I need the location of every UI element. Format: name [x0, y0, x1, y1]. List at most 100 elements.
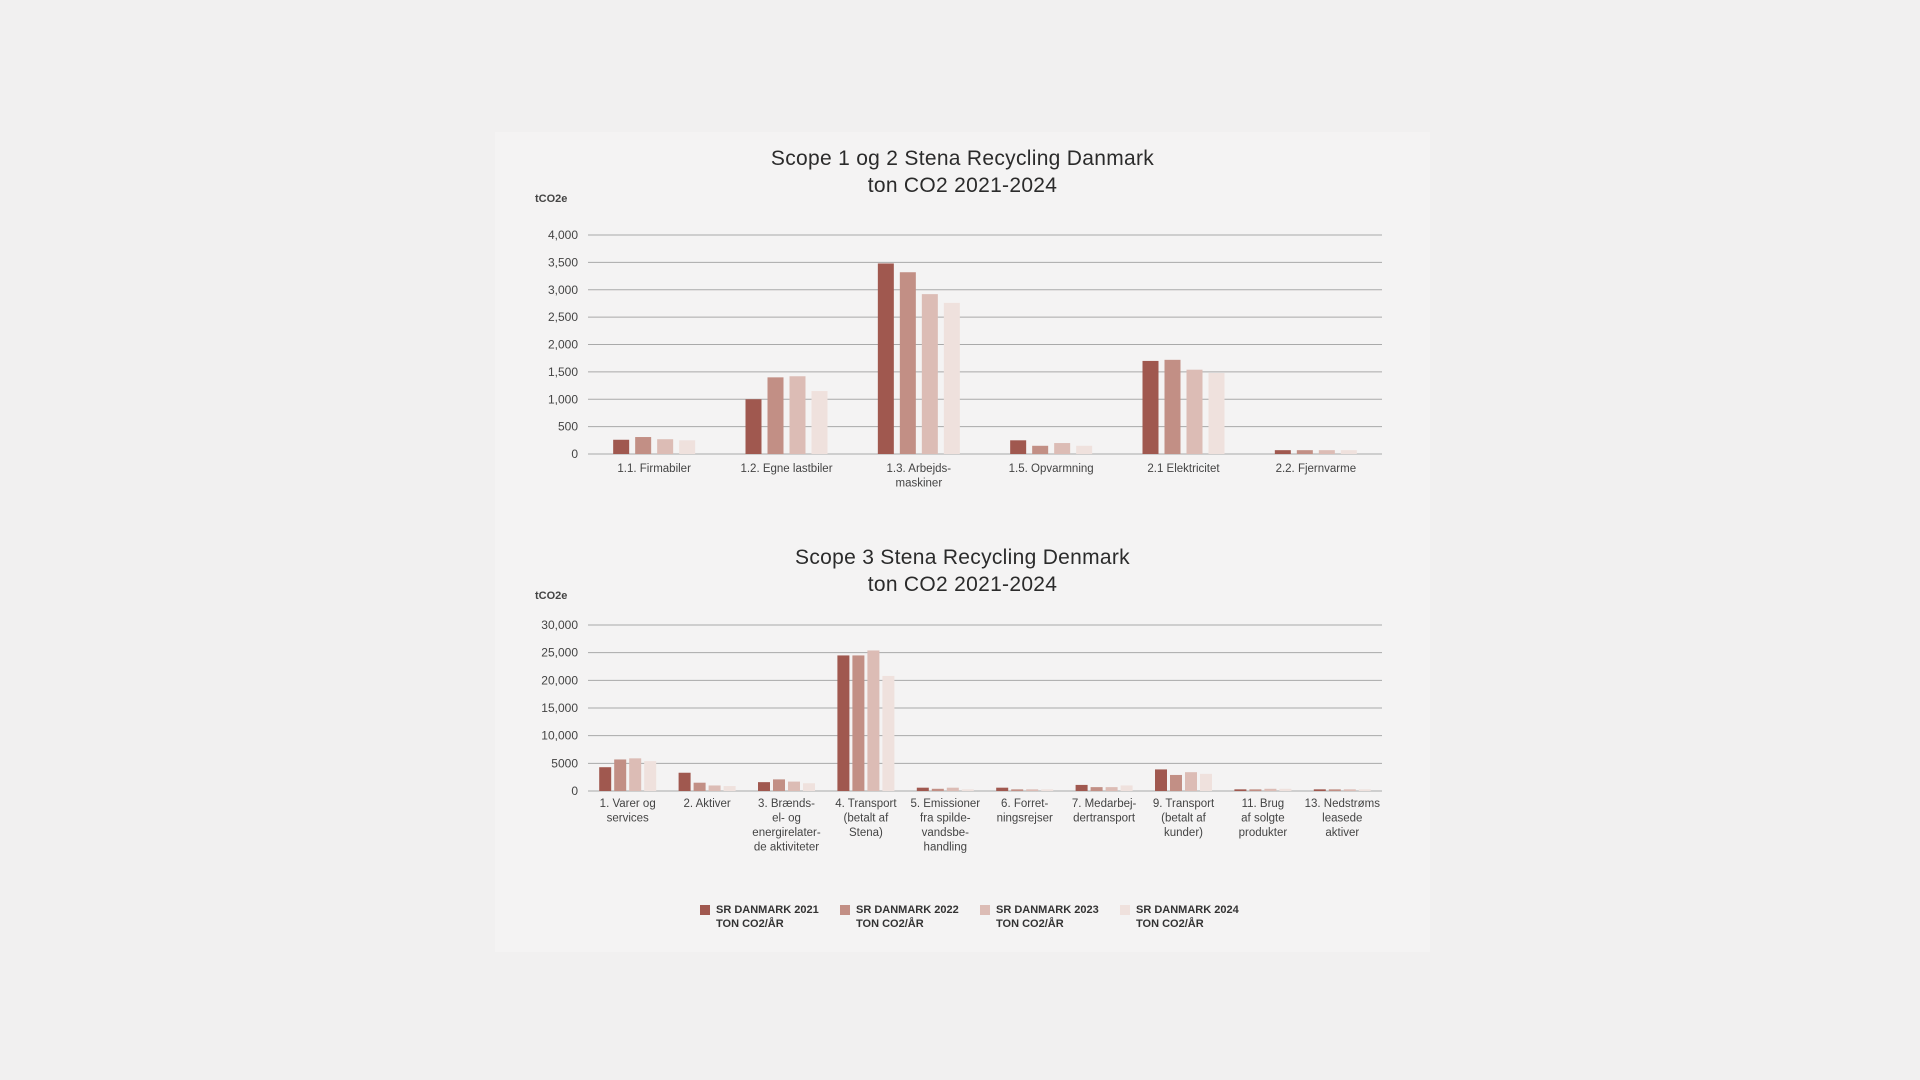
legend-swatch-2021 — [700, 905, 710, 915]
scope3-x-tick-label: 7. Medarbej-dertransport — [1072, 798, 1137, 825]
scope3-y-tick-label: 0 — [571, 784, 578, 798]
scope12-bar: SR DANMARK 2024 TON CO2/ÅR: 2760 — [943, 302, 960, 454]
legend-unit-2024: TON CO2/ÅR — [1136, 918, 1204, 930]
scope12-title-line1: Scope 1 og 2 Stena Recycling Danmark — [770, 147, 1155, 170]
scope3-x-tick-label: 6. Forret-ningsrejser — [997, 798, 1053, 825]
scope12-bar: SR DANMARK 2022 TON CO2/ÅR: 70 — [1296, 450, 1313, 454]
scope3-bar: SR DANMARK 2023 TON CO2/ÅR: 25400 — [867, 650, 880, 791]
scope3-bar: SR DANMARK 2024 TON CO2/ÅR: 300 — [1358, 789, 1371, 791]
scope12-x-tick-label: 1.3. Arbejds-maskiner — [887, 463, 952, 490]
scope3-bar: SR DANMARK 2023 TON CO2/ÅR: 600 — [946, 787, 959, 791]
scope12-bar: SR DANMARK 2021 TON CO2/ÅR: 260 — [613, 439, 630, 454]
scope12-y-axis-label: tCO2e — [535, 193, 567, 205]
scope12-x-tick-label: 2.2. Fjernvarme — [1276, 463, 1357, 475]
scope3-x-tick-label: 1. Varer og services — [600, 798, 656, 825]
scope12-x-tick-label: 1.1. Firmabiler — [617, 463, 691, 475]
scope12-y-tick-label: 0 — [571, 447, 578, 461]
scope12-chart-title: Scope 1 og 2 Stena Recycling Danmark ton… — [495, 145, 1430, 199]
scope3-y-tick-label: 20,000 — [541, 673, 578, 687]
legend-swatch-2023 — [980, 905, 990, 915]
scope12-y-tick-label: 4,000 — [548, 228, 578, 242]
scope12-bar: SR DANMARK 2022 TON CO2/ÅR: 150 — [1032, 445, 1049, 454]
scope3-bar: SR DANMARK 2021 TON CO2/ÅR: 24500 — [837, 655, 850, 791]
scope12-y-tick-label: 1,500 — [548, 365, 578, 379]
scope12-title-line2: ton CO2 2021-2024 — [867, 174, 1058, 197]
scope3-bar: SR DANMARK 2024 TON CO2/ÅR: 300 — [1041, 789, 1054, 791]
scope12-bar: SR DANMARK 2021 TON CO2/ÅR: 1700 — [1142, 360, 1159, 454]
scope12-y-tick-label: 2,000 — [548, 338, 578, 352]
scope12-bar: SR DANMARK 2024 TON CO2/ÅR: 70 — [1340, 450, 1357, 454]
scope3-bar: SR DANMARK 2021 TON CO2/ÅR: 1600 — [758, 782, 770, 791]
scope12-x-tick-label: 1.2. Egne lastbiler — [740, 463, 832, 475]
scope3-bar: SR DANMARK 2024 TON CO2/ÅR: 5400 — [644, 761, 657, 791]
scope3-bar: SR DANMARK 2021 TON CO2/ÅR: 300 — [1234, 789, 1247, 791]
legend-swatch-2022 — [840, 905, 850, 915]
scope3-bar: SR DANMARK 2023 TON CO2/ÅR: 1700 — [788, 781, 800, 791]
scope3-bar: SR DANMARK 2021 TON CO2/ÅR: 4300 — [599, 767, 612, 791]
scope12-y-tick-label: 500 — [558, 420, 578, 434]
scope3-title-line2: ton CO2 2021-2024 — [867, 573, 1058, 596]
scope3-bar: SR DANMARK 2024 TON CO2/ÅR: 400 — [1279, 788, 1292, 791]
scope3-title-line1: Scope 3 Stena Recycling Denmark — [795, 546, 1130, 569]
scope3-bar: SR DANMARK 2024 TON CO2/ÅR: 20800 — [882, 675, 895, 791]
scope3-bar: SR DANMARK 2022 TON CO2/ÅR: 700 — [1090, 787, 1103, 791]
legend-label-2024: SR DANMARK 2024 — [1136, 904, 1239, 916]
scope3-x-tick-label: 5. Emissioner fra spilde-vandsbe-handling — [910, 798, 980, 854]
scope12-bar: SR DANMARK 2021 TON CO2/ÅR: 250 — [1010, 440, 1027, 454]
scope12-bar: SR DANMARK 2023 TON CO2/ÅR: 270 — [657, 439, 674, 454]
scope3-x-tick-label: 3. Brænds-el- og energirelater-de aktivit… — [752, 798, 821, 854]
scope3-bar: SR DANMARK 2024 TON CO2/ÅR: 900 — [723, 786, 736, 791]
scope3-bar: SR DANMARK 2022 TON CO2/ÅR: 2100 — [773, 779, 785, 791]
scope3-bar: SR DANMARK 2023 TON CO2/ÅR: 300 — [1343, 789, 1356, 791]
scope12-x-tick-label: 2.1 Elektricitet — [1147, 463, 1220, 475]
scope3-x-tick-label: 11. Brug af solgte produkter — [1239, 798, 1288, 839]
scope3-bar: SR DANMARK 2023 TON CO2/ÅR: 700 — [1105, 787, 1118, 791]
scope3-y-tick-label: 10,000 — [541, 729, 578, 743]
legend-unit-2021: TON CO2/ÅR — [716, 918, 784, 930]
legend-label-2022: SR DANMARK 2022 — [856, 904, 959, 916]
scope3-bar: SR DANMARK 2021 TON CO2/ÅR: 600 — [916, 787, 929, 791]
scope12-x-tick-label: 1.5. Opvarmning — [1009, 463, 1094, 475]
scope3-bar: SR DANMARK 2021 TON CO2/ÅR: 1100 — [1075, 784, 1088, 791]
scope3-bar: SR DANMARK 2023 TON CO2/ÅR: 1000 — [708, 785, 721, 791]
scope3-x-tick-label: 13. Nedstrøms leasede aktiver — [1305, 798, 1381, 839]
scope3-y-tick-label: 30,000 — [541, 618, 578, 632]
scope3-bar: SR DANMARK 2024 TON CO2/ÅR: 1400 — [803, 783, 815, 791]
scope3-bar: SR DANMARK 2021 TON CO2/ÅR: 600 — [996, 787, 1009, 791]
scope12-bar: SR DANMARK 2024 TON CO2/ÅR: 1150 — [811, 391, 828, 454]
scope12-bar: SR DANMARK 2021 TON CO2/ÅR: 1000 — [745, 399, 762, 454]
scope3-chart-title: Scope 3 Stena Recycling Denmark ton CO2 … — [495, 544, 1430, 598]
scope3-bar: SR DANMARK 2022 TON CO2/ÅR: 1500 — [693, 782, 706, 791]
scope3-x-tick-label: 4. Transport (betalt af Stena) — [835, 798, 897, 839]
scope3-y-tick-label: 5000 — [551, 756, 578, 770]
scope12-bar: SR DANMARK 2021 TON CO2/ÅR: 3480 — [877, 263, 894, 454]
scope12-bar: SR DANMARK 2023 TON CO2/ÅR: 2920 — [921, 294, 938, 454]
scope3-bar: SR DANMARK 2021 TON CO2/ÅR: 3300 — [678, 772, 691, 791]
scope12-bar: SR DANMARK 2024 TON CO2/ÅR: 1480 — [1208, 372, 1225, 454]
legend-label-2021: SR DANMARK 2021 — [716, 904, 819, 916]
scope3-bar: SR DANMARK 2023 TON CO2/ÅR: 300 — [1026, 789, 1039, 791]
scope12-bar: SR DANMARK 2023 TON CO2/ÅR: 1420 — [789, 376, 806, 454]
scope12-bar: SR DANMARK 2022 TON CO2/ÅR: 1400 — [767, 377, 784, 454]
scope3-bar: SR DANMARK 2023 TON CO2/ÅR: 5900 — [629, 758, 642, 791]
scope3-y-tick-label: 25,000 — [541, 646, 578, 660]
chart-legend: SR DANMARK 2021 TON CO2/ÅR SR DANMARK 20… — [495, 903, 1430, 943]
scope12-bar: SR DANMARK 2024 TON CO2/ÅR: 250 — [679, 440, 696, 454]
scope3-bar: SR DANMARK 2022 TON CO2/ÅR: 2900 — [1170, 774, 1182, 791]
scope12-bar-chart: tCO2e 0 500 1,000 1,500 2,000 2,500 3,000 3,500 4… — [535, 193, 1382, 490]
scope12-y-tick-label: 2,500 — [548, 310, 578, 324]
scope12-bar: SR DANMARK 2024 TON CO2/ÅR: 150 — [1076, 445, 1093, 454]
scope3-bar: SR DANMARK 2022 TON CO2/ÅR: 5700 — [614, 759, 627, 791]
scope12-y-tick-label: 3,000 — [548, 283, 578, 297]
scope12-bar: SR DANMARK 2021 TON CO2/ÅR: 70 — [1274, 450, 1291, 454]
scope3-bar: SR DANMARK 2022 TON CO2/ÅR: 400 — [931, 788, 944, 791]
scope3-bar: SR DANMARK 2022 TON CO2/ÅR: 24500 — [852, 655, 865, 791]
scope12-y-tick-label: 3,500 — [548, 255, 578, 269]
scope3-bar: SR DANMARK 2024 TON CO2/ÅR: 300 — [961, 789, 974, 791]
scope3-bar: SR DANMARK 2021 TON CO2/ÅR: 300 — [1313, 789, 1326, 791]
scope12-bar: SR DANMARK 2022 TON CO2/ÅR: 310 — [635, 437, 652, 454]
scope3-bar: SR DANMARK 2022 TON CO2/ÅR: 300 — [1328, 789, 1341, 791]
scope3-bar: SR DANMARK 2024 TON CO2/ÅR: 1000 — [1120, 785, 1133, 791]
scope3-bar: SR DANMARK 2023 TON CO2/ÅR: 400 — [1264, 788, 1277, 791]
scope12-bar: SR DANMARK 2023 TON CO2/ÅR: 70 — [1318, 450, 1335, 454]
